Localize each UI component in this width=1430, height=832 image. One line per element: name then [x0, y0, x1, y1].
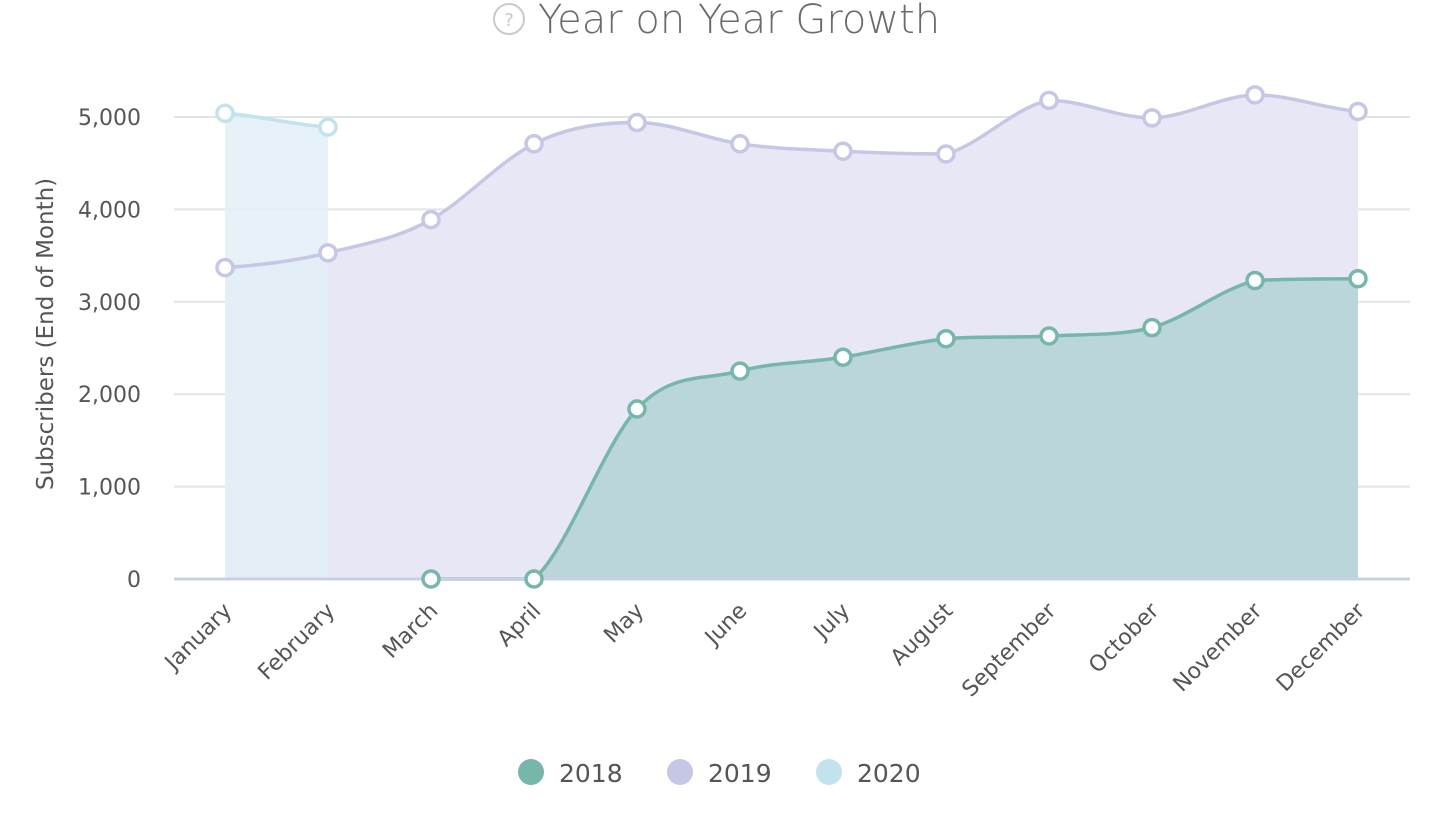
legend-swatch [816, 759, 842, 785]
x-tick-label: July [808, 599, 855, 646]
point-2019-november[interactable] [1245, 85, 1265, 105]
help-icon[interactable]: ? [493, 3, 525, 35]
data-points [215, 85, 1368, 589]
y-tick-label: 1,000 [78, 476, 141, 501]
legend-item-2019[interactable]: 2019 [667, 759, 772, 788]
point-2020-february[interactable] [318, 117, 338, 137]
series-areas [225, 94, 1358, 579]
x-tick-label: August [886, 598, 958, 670]
legend-item-2018[interactable]: 2018 [518, 759, 623, 788]
x-tick-label: October [1084, 598, 1165, 679]
x-tick-label: March [378, 599, 443, 664]
point-2019-july[interactable] [833, 141, 853, 161]
point-2018-september[interactable] [1039, 326, 1059, 346]
point-2018-march[interactable] [421, 569, 441, 589]
point-2019-june[interactable] [730, 134, 750, 154]
x-tick-label: November [1169, 598, 1268, 697]
point-2019-january[interactable] [215, 257, 235, 278]
x-tick-label: February [254, 599, 341, 686]
line-2020 [224, 111, 329, 129]
point-2020-january[interactable] [215, 103, 235, 124]
legend-swatch [518, 759, 544, 785]
y-axis-ticks: 0 1,000 2,000 3,000 4,000 5,000 [78, 106, 141, 593]
legend-label: 2019 [708, 759, 772, 788]
point-2019-december[interactable] [1348, 101, 1368, 122]
point-2018-may[interactable] [627, 399, 647, 419]
chart-header: ? Year on Year Growth [493, 0, 940, 43]
y-axis-label: Subscribers (End of Month) [33, 178, 59, 490]
point-2018-april[interactable] [524, 569, 544, 589]
x-tick-label: April [493, 599, 546, 652]
legend-label: 2018 [559, 759, 623, 788]
y-tick-label: 5,000 [78, 106, 141, 131]
line-2018 [431, 276, 1359, 581]
x-tick-label: June [699, 599, 752, 652]
svg-text:?: ? [504, 10, 514, 31]
point-2019-march[interactable] [421, 209, 441, 230]
point-2018-july[interactable] [833, 347, 853, 367]
legend-label: 2020 [857, 759, 921, 788]
y-tick-label: 0 [127, 568, 141, 593]
x-tick-label: December [1272, 598, 1371, 697]
point-2019-may[interactable] [627, 112, 647, 133]
point-2018-june[interactable] [730, 361, 750, 381]
y-tick-label: 3,000 [78, 291, 141, 316]
point-2019-october[interactable] [1142, 108, 1162, 128]
area-2018 [431, 278, 1358, 579]
x-axis-ticks: January February March April May June July Augu… [159, 598, 1371, 702]
point-2019-august[interactable] [936, 144, 956, 164]
legend-swatch [667, 759, 693, 785]
x-tick-label: January [159, 599, 237, 677]
x-tick-label: September [958, 598, 1062, 702]
chart-title: Year on Year Growth [538, 0, 940, 43]
area-2020 [225, 113, 328, 579]
y-tick-label: 4,000 [78, 198, 141, 223]
point-2018-december[interactable] [1348, 268, 1368, 289]
point-2019-september[interactable] [1039, 90, 1059, 111]
x-tick-label: May [599, 599, 649, 649]
point-2019-april[interactable] [524, 134, 544, 154]
point-2019-february[interactable] [318, 243, 338, 263]
point-2018-november[interactable] [1245, 270, 1265, 291]
legend-item-2020[interactable]: 2020 [816, 759, 921, 788]
point-2018-october[interactable] [1142, 317, 1162, 338]
point-2018-august[interactable] [936, 329, 956, 349]
y-tick-label: 2,000 [78, 383, 141, 408]
legend: 2018 2019 2020 [518, 759, 921, 788]
